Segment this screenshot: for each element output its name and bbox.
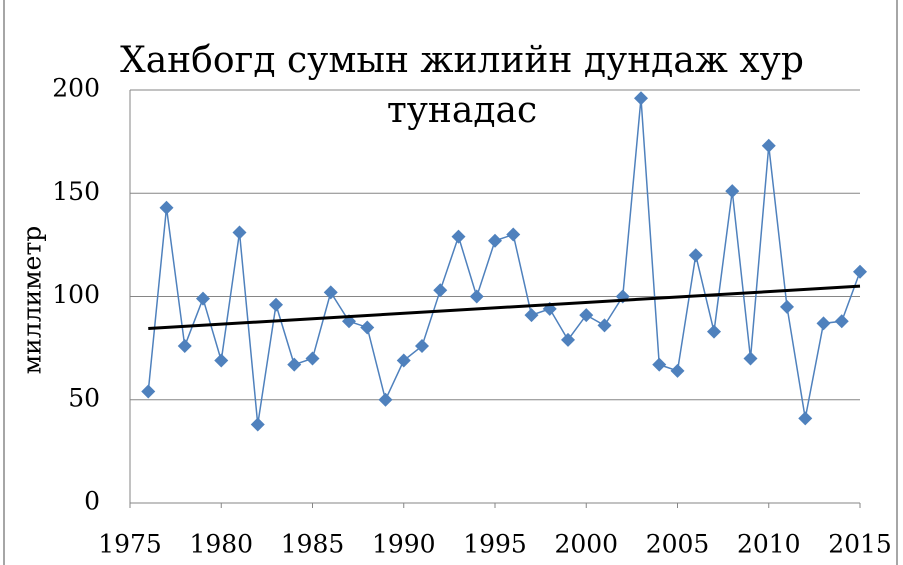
data-marker	[524, 308, 539, 323]
data-marker	[561, 332, 575, 347]
data-marker	[159, 200, 174, 215]
y-tick-label: 50	[68, 383, 100, 412]
data-marker	[652, 357, 667, 372]
data-marker	[214, 353, 229, 368]
data-marker	[780, 299, 794, 314]
data-marker	[177, 339, 192, 354]
data-marker	[232, 225, 247, 240]
data-marker	[323, 285, 338, 300]
y-tick-label: 200	[52, 74, 100, 103]
data-marker	[415, 339, 429, 354]
x-tick-label: 1975	[98, 530, 162, 559]
data-marker	[597, 318, 612, 333]
y-tick-label: 100	[52, 280, 100, 309]
x-tick-label: 1990	[372, 530, 436, 559]
data-marker	[378, 392, 393, 407]
data-marker	[396, 353, 411, 368]
data-marker	[707, 324, 721, 339]
data-marker	[433, 283, 448, 298]
data-marker	[725, 184, 740, 199]
data-marker	[360, 320, 375, 335]
trend-line	[148, 284, 861, 331]
y-axis-label: миллиметр	[18, 226, 47, 375]
data-marker	[269, 297, 283, 312]
data-marker	[688, 248, 703, 263]
data-marker	[798, 411, 813, 426]
data-marker	[743, 351, 758, 366]
y-tick-label: 150	[52, 177, 100, 206]
x-tick-label: 1995	[463, 530, 527, 559]
data-marker	[670, 363, 685, 378]
data-marker	[305, 351, 320, 366]
series-line	[147, 98, 861, 425]
x-tick-label: 2015	[828, 530, 892, 559]
data-marker	[196, 291, 210, 306]
x-tick-label: 1980	[189, 530, 253, 559]
data-marker	[634, 91, 648, 106]
data-marker	[834, 314, 849, 329]
chart-border	[3, 0, 898, 565]
data-marker	[451, 229, 466, 244]
chart-title: Ханбогд сумын жилийн дундаж хур тунадас	[120, 40, 804, 131]
y-tick-label: 0	[84, 487, 100, 516]
data-marker	[287, 357, 302, 372]
x-tick-label: 1985	[281, 530, 345, 559]
x-tick-label: 2005	[646, 530, 710, 559]
x-tick-label: 2000	[554, 530, 618, 559]
data-marker	[141, 384, 156, 399]
data-marker	[853, 264, 867, 279]
data-marker	[816, 316, 831, 331]
data-marker	[579, 308, 594, 323]
data-marker	[488, 233, 502, 248]
x-tick-label: 2010	[737, 530, 801, 559]
data-marker	[761, 138, 776, 153]
data-marker	[469, 289, 484, 304]
data-marker	[506, 227, 521, 242]
data-marker	[250, 417, 265, 432]
